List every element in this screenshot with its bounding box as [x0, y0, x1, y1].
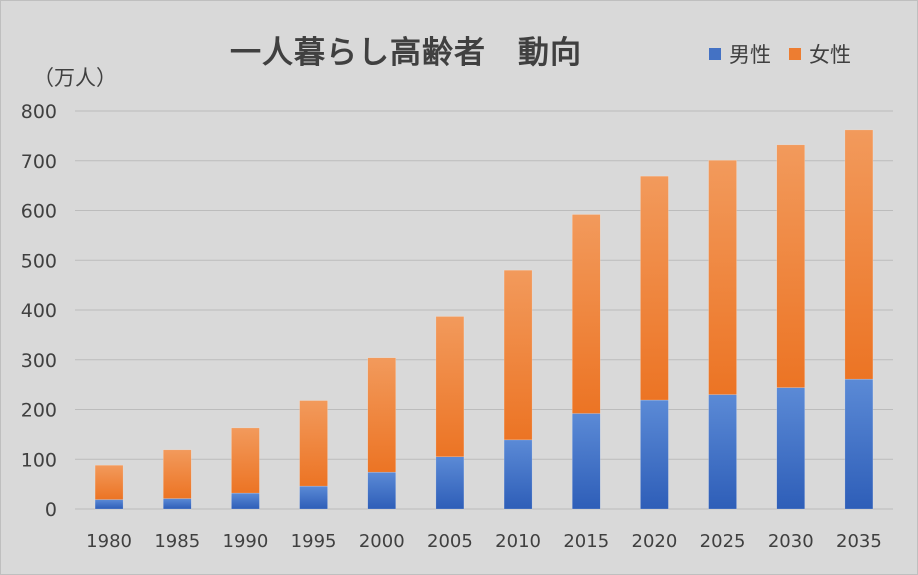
x-tick-label: 2025 [700, 531, 746, 552]
legend-label-male: 男性 [729, 43, 771, 67]
x-tick-label: 2015 [563, 531, 609, 552]
bar-female-2030 [776, 144, 805, 388]
x-tick-label: 2030 [768, 531, 814, 552]
x-tick-label: 2035 [836, 531, 882, 552]
legend: 男性 女性 [709, 39, 869, 69]
y-tick-label: 100 [21, 449, 57, 471]
y-tick-label: 300 [21, 350, 57, 372]
y-axis-ticks: 0 100 200 300 400 500 600 700 800 [21, 101, 57, 521]
bar-male-2010 [503, 439, 533, 510]
bar-female-2020 [640, 175, 669, 401]
chart-title: 一人暮らし高齢者 動向 [230, 35, 582, 71]
bar-female-1990 [231, 427, 260, 494]
legend-item-male: 男性 [709, 39, 771, 69]
y-tick-label: 700 [21, 151, 57, 173]
y-tick-label: 800 [21, 101, 57, 123]
y-tick-label: 200 [21, 400, 57, 422]
x-axis-ticks: 1980 1985 1990 1995 2000 2005 2010 2015 2020 2025… [86, 531, 882, 552]
bar-male-1985 [163, 498, 192, 510]
bar-female-2025 [708, 160, 737, 395]
bar-male-2005 [435, 456, 465, 510]
bar-female-2005 [435, 316, 465, 458]
bar-female-2000 [367, 357, 396, 473]
x-tick-label: 2005 [427, 531, 473, 552]
bar-female-2010 [503, 269, 533, 441]
x-tick-label: 2010 [495, 531, 541, 552]
bar-male-1980 [94, 499, 124, 510]
y-axis-unit-label: （万人） [33, 66, 117, 90]
bar-male-2015 [572, 413, 601, 510]
x-tick-label: 1995 [291, 531, 337, 552]
y-tick-label: 400 [21, 300, 57, 322]
y-tick-label: 500 [21, 250, 57, 272]
bar-male-2025 [708, 394, 737, 510]
bar-female-1995 [299, 400, 328, 487]
legend-label-female: 女性 [809, 43, 851, 67]
bars [94, 129, 874, 510]
bar-male-1990 [231, 492, 260, 510]
bar-male-2035 [844, 378, 874, 510]
x-tick-label: 1980 [86, 531, 132, 552]
gridlines [75, 110, 893, 510]
y-tick-label: 600 [21, 201, 57, 223]
bar-male-1995 [299, 485, 328, 510]
bar-male-2000 [367, 471, 396, 510]
bar-female-2015 [572, 214, 601, 414]
bar-female-1985 [163, 449, 192, 499]
x-tick-label: 1990 [223, 531, 269, 552]
x-tick-label: 2000 [359, 531, 405, 552]
bar-male-2030 [776, 387, 805, 510]
bar-female-2035 [844, 129, 874, 380]
legend-swatch-male [709, 48, 721, 60]
x-tick-label: 1985 [154, 531, 200, 552]
x-tick-label: 2020 [632, 531, 678, 552]
legend-swatch-female [789, 48, 801, 60]
bar-male-2020 [640, 399, 669, 510]
legend-item-female: 女性 [789, 39, 851, 69]
y-tick-label: 0 [45, 499, 57, 521]
bar-female-1980 [94, 464, 124, 500]
